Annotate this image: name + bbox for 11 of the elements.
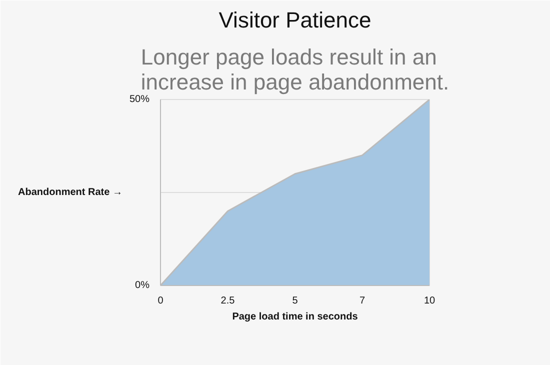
- x-tick-label: 5: [292, 296, 298, 306]
- x-tick-label: 10: [424, 296, 436, 306]
- y-tick-label: 50%: [129, 94, 150, 105]
- x-axis-title: Page load time in seconds: [232, 312, 358, 322]
- x-tick-label: 0: [158, 296, 164, 306]
- x-tick-label: 7: [359, 296, 366, 306]
- chart-title: Visitor Patience: [218, 8, 372, 32]
- chart-subtitle: Longer page loads result in an increase in page abandonment.: [140, 44, 450, 94]
- y-tick-label: 0%: [135, 280, 150, 291]
- x-tick-label: 2.5: [220, 296, 236, 306]
- y-axis-title: Abandonment Rate →: [18, 187, 122, 198]
